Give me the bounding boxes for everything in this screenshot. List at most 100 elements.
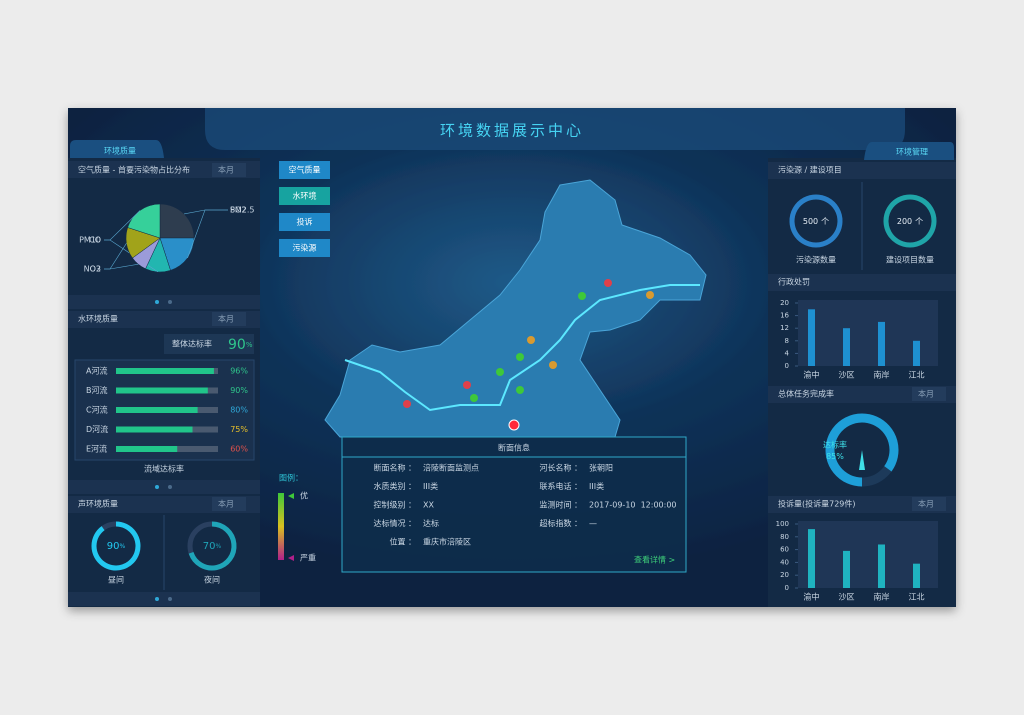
map-button-label: 水环境 bbox=[293, 191, 317, 201]
y-tick-label: 60 bbox=[780, 546, 789, 554]
field-label: 联系电话 ： bbox=[539, 481, 582, 491]
pie-label: NO2 bbox=[84, 265, 101, 274]
y-tick-label: 8 bbox=[785, 337, 789, 345]
field-value: XX bbox=[423, 501, 434, 510]
ring-value bbox=[789, 194, 843, 248]
map-button[interactable] bbox=[279, 213, 330, 231]
ring-unit: % bbox=[120, 543, 126, 550]
map-button-label: 投诉 bbox=[297, 217, 313, 227]
y-tick-label: 20 bbox=[780, 571, 789, 579]
pie-label: PM2.5 bbox=[230, 206, 254, 215]
field-value: — bbox=[589, 519, 597, 528]
pie-label: PM10 bbox=[79, 236, 101, 245]
field-value: 2017-09-10 12:00:00 bbox=[589, 501, 677, 510]
panel-header bbox=[768, 496, 956, 513]
river-label: B河流 bbox=[86, 385, 108, 395]
legend-bottom: 严重 bbox=[300, 553, 316, 563]
bar bbox=[843, 550, 850, 588]
ring-value bbox=[188, 521, 237, 571]
panel-title: 投诉量(投诉量729件) bbox=[778, 499, 856, 509]
ring-label: 昼间 bbox=[108, 576, 124, 585]
bar bbox=[913, 563, 920, 588]
map-button[interactable] bbox=[279, 187, 330, 205]
value-label: 75% bbox=[230, 425, 248, 434]
period-label: 本月 bbox=[218, 314, 234, 324]
panel-title: 空气质量 - 首要污染物占比分布 bbox=[78, 165, 190, 175]
ring-number: 90 bbox=[107, 541, 120, 552]
field-label: 断面名称 ： bbox=[373, 463, 416, 473]
gauge-unit: % bbox=[836, 452, 844, 461]
count-number: 200 bbox=[897, 217, 912, 226]
pager bbox=[68, 480, 260, 494]
map-markers bbox=[403, 279, 654, 431]
period-dropdown[interactable] bbox=[212, 497, 246, 511]
period-label: 本月 bbox=[918, 499, 934, 509]
x-tick-label: 江北 bbox=[909, 371, 925, 380]
bar bbox=[843, 328, 850, 366]
count-label: 建设项目数量 bbox=[886, 255, 934, 265]
count-number: 500 bbox=[803, 217, 818, 226]
pie-label: SO2 bbox=[230, 206, 246, 215]
legend-top: 优 bbox=[300, 491, 308, 501]
right-tab bbox=[864, 142, 954, 160]
field-value: III类 bbox=[589, 481, 604, 491]
field-label: 河长名称 ： bbox=[539, 463, 582, 473]
header-band bbox=[205, 108, 905, 150]
field-label: 控制级别 ： bbox=[373, 500, 416, 510]
map-region bbox=[324, 179, 707, 438]
x-tick-label: 渝中 bbox=[804, 370, 820, 380]
ring-unit: % bbox=[216, 543, 222, 550]
panel-title: 声环境质量 bbox=[78, 499, 118, 509]
period-label: 本月 bbox=[918, 389, 934, 399]
x-tick-label: 沙区 bbox=[839, 371, 855, 380]
map-button-label: 空气质量 bbox=[289, 165, 321, 175]
popup-link[interactable]: 查看详情 > bbox=[634, 555, 675, 565]
bar bbox=[808, 529, 815, 588]
map-button[interactable] bbox=[279, 239, 330, 257]
gauge-value bbox=[825, 413, 899, 487]
period-dropdown[interactable] bbox=[912, 387, 946, 401]
field-label: 位置 ： bbox=[389, 537, 416, 547]
pie-slice bbox=[159, 203, 195, 239]
period-dropdown[interactable] bbox=[212, 312, 246, 326]
map-button[interactable] bbox=[279, 161, 330, 179]
value-label: 80% bbox=[230, 406, 248, 415]
panel-title: 行政处罚 bbox=[778, 277, 810, 287]
pager-dots bbox=[155, 300, 172, 601]
bar bbox=[116, 446, 178, 452]
popup-title: 断面信息 bbox=[498, 443, 530, 453]
count-label: 污染源数量 bbox=[796, 255, 836, 265]
panel-title: 污染源 / 建设项目 bbox=[778, 165, 842, 175]
left-tab-label: 环境质量 bbox=[104, 146, 136, 156]
y-tick-label: 40 bbox=[780, 558, 789, 566]
river-label: A河流 bbox=[86, 366, 107, 376]
y-tick-label: 20 bbox=[780, 299, 789, 307]
field-label: 水质类别 ： bbox=[373, 481, 416, 491]
ring-value bbox=[91, 521, 141, 571]
river bbox=[344, 284, 700, 412]
x-tick-label: 南岸 bbox=[874, 370, 890, 380]
field-value: 涪陵断面监测点 bbox=[423, 463, 479, 473]
overall-label: 整体达标率 bbox=[172, 339, 212, 349]
field-value: III类 bbox=[423, 481, 438, 491]
river-label: C河流 bbox=[86, 405, 108, 415]
panel-title: 水环境质量 bbox=[78, 314, 118, 324]
x-tick-label: 渝中 bbox=[804, 592, 820, 602]
legend-gradient bbox=[278, 493, 284, 560]
river-label: E河流 bbox=[86, 444, 107, 454]
period-dropdown[interactable] bbox=[212, 163, 246, 177]
field-label: 监测时间 ： bbox=[539, 500, 582, 510]
ring-value bbox=[883, 194, 937, 248]
period-dropdown[interactable] bbox=[912, 497, 946, 511]
right-tab-label: 环境管理 bbox=[896, 147, 928, 157]
river-label: D河流 bbox=[86, 424, 108, 434]
x-tick-label: 南岸 bbox=[874, 592, 890, 602]
bar bbox=[878, 544, 885, 588]
pie-label: O3 bbox=[90, 265, 101, 274]
bar bbox=[116, 387, 208, 394]
field-label: 超标指数 ： bbox=[539, 518, 582, 528]
overall-value: 90% bbox=[228, 337, 253, 353]
gauge-number: 85 bbox=[826, 452, 836, 461]
gauge-label: 达标率 bbox=[823, 440, 847, 450]
